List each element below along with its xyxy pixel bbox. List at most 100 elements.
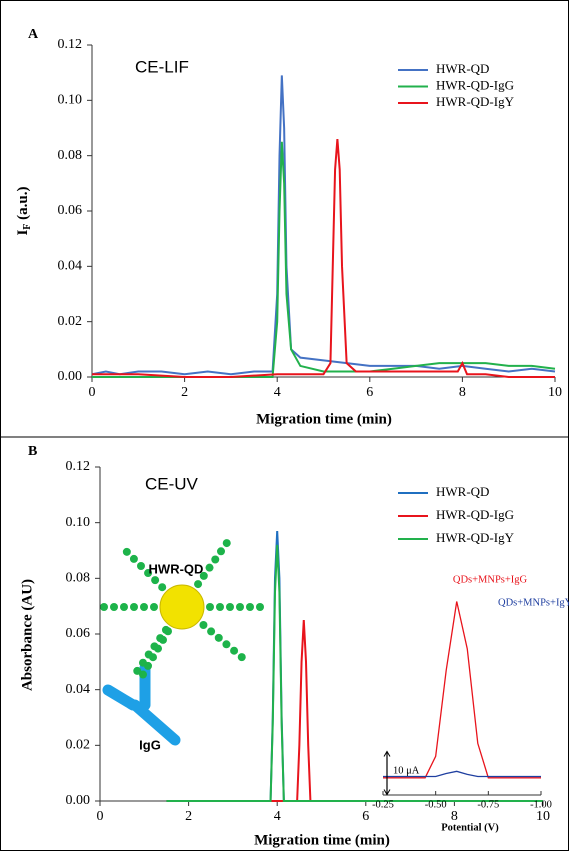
ligand-dot — [100, 603, 108, 611]
ligand-dot — [237, 653, 246, 662]
ligand-dot — [256, 603, 264, 611]
y-tick-label: 0.06 — [66, 626, 91, 641]
legend-label: HWR-QD-IgG — [436, 77, 514, 92]
ligand-dot — [217, 547, 226, 556]
y-tick-label: 0.04 — [58, 259, 83, 274]
x-tick-label: -0.50 — [425, 799, 447, 810]
ligand-dot — [130, 603, 138, 611]
chart-title: CE-UV — [145, 474, 199, 493]
annotation: HWR-QD — [149, 561, 204, 576]
ligand-dot — [140, 603, 148, 611]
y-tick-label: 0.12 — [66, 459, 91, 474]
x-tick-label: -0.75 — [477, 799, 499, 810]
y-tick-label: 0.08 — [66, 571, 91, 586]
legend-label: HWR-QD — [436, 484, 489, 499]
y-tick-label: 0.04 — [66, 682, 91, 697]
ligand-dot — [207, 627, 216, 636]
ligand-dot — [226, 603, 234, 611]
x-tick-label: -1.00 — [530, 799, 552, 810]
ligand-dot — [110, 603, 118, 611]
ligand-dot — [133, 666, 142, 675]
x-tick-label: 10 — [536, 809, 550, 824]
ligand-dot — [216, 603, 224, 611]
ligand-dot — [230, 646, 239, 655]
x-tick-label: 8 — [451, 809, 458, 824]
ligand-dot — [150, 642, 159, 651]
ligand-dot — [161, 625, 170, 634]
ligand-dot — [199, 620, 208, 629]
ligand-dot — [144, 569, 153, 578]
y-tick-label: 0.12 — [58, 37, 83, 52]
y-axis-title-part: I — [15, 230, 31, 236]
x-axis-title: Migration time (min) — [254, 832, 390, 848]
y-tick-label: 0.00 — [58, 369, 83, 384]
y-axis-title-part: (a.u.) — [15, 186, 31, 223]
x-tick-label: 2 — [181, 385, 188, 400]
annotation: IgG — [139, 737, 161, 752]
antibody-icon — [102, 662, 181, 746]
ligand-dot — [236, 603, 244, 611]
scale-bar-label: 10 μA — [393, 765, 420, 776]
y-axis-title-part: F — [22, 224, 33, 230]
legend-label: HWR-QD-IgY — [436, 530, 515, 545]
ligand-dot — [158, 583, 167, 592]
chart-title: CE-LIF — [135, 57, 189, 76]
ligand-dot — [205, 563, 214, 572]
y-tick-label: 0.02 — [58, 314, 83, 329]
ligand-dot — [246, 603, 254, 611]
y-tick-label: 0.02 — [66, 738, 91, 753]
legend-label: HWR-QD — [436, 61, 489, 76]
y-tick-label: 0.08 — [58, 148, 83, 163]
ligand-dot — [150, 603, 158, 611]
x-tick-label: 2 — [185, 809, 192, 824]
ligand-dot — [138, 658, 147, 667]
x-tick-label: 0 — [97, 809, 104, 824]
ligand-dot — [120, 603, 128, 611]
y-tick-label: 0.10 — [66, 515, 91, 530]
x-tick-label: 6 — [362, 809, 369, 824]
y-tick-label: 0.00 — [66, 793, 91, 808]
x-tick-label: 10 — [548, 385, 562, 400]
ligand-dot — [129, 554, 138, 563]
scale-bar-head — [383, 750, 391, 796]
x-tick-label: 4 — [274, 809, 281, 824]
series-line — [383, 601, 541, 779]
y-axis-title: Absorbance (AU) — [19, 579, 35, 691]
legend-label: HWR-QD-IgY — [436, 94, 515, 109]
series-line — [166, 530, 543, 802]
ligand-dot — [122, 547, 131, 556]
legend-label: HWR-QD-IgG — [436, 507, 514, 522]
x-tick-label: 4 — [274, 385, 281, 400]
series-label: QDs+MNPs+IgY — [498, 597, 569, 608]
series-line — [383, 770, 541, 778]
ligand-dot — [194, 580, 203, 589]
x-tick-label: -0.25 — [372, 799, 394, 810]
series-line — [92, 141, 556, 378]
series-line — [166, 544, 543, 802]
x-axis-title: Potential (V) — [441, 822, 499, 833]
series-label: QDs+MNPs+IgG — [453, 574, 528, 585]
ligand-dot — [156, 634, 165, 643]
ligand-dot — [139, 670, 147, 679]
series-line — [166, 620, 543, 802]
series-line — [91, 75, 556, 376]
ligand-dot — [136, 561, 145, 570]
ligand-dot — [211, 555, 220, 564]
ligand-dot — [199, 571, 208, 580]
quantum-dot — [159, 584, 205, 630]
x-tick-label: 8 — [459, 385, 466, 400]
ligand-dot — [206, 603, 214, 611]
ligand-dot — [151, 576, 160, 585]
ligand-dot — [214, 633, 223, 642]
y-axis-title: IF (a.u.) — [15, 186, 33, 235]
x-tick-label: 6 — [366, 385, 373, 400]
ligand-dot — [144, 650, 153, 659]
x-axis-title: Migration time (min) — [256, 411, 392, 427]
y-tick-label: 0.10 — [58, 93, 83, 108]
y-tick-label: 0.06 — [58, 203, 83, 218]
panel-label: A — [28, 27, 39, 42]
panel-label: B — [28, 444, 37, 459]
series-line — [92, 138, 555, 378]
illustration — [100, 539, 264, 746]
